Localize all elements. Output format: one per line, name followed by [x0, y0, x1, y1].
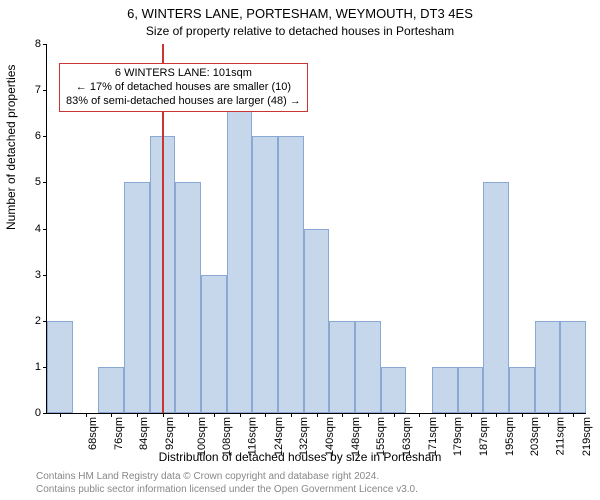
x-tick-label: 68sqm — [87, 417, 99, 450]
x-tick-label: 100sqm — [196, 417, 208, 456]
y-tick-mark — [43, 136, 47, 137]
y-tick-mark — [43, 90, 47, 91]
histogram-bar — [278, 136, 304, 413]
x-tick-mark — [291, 413, 292, 417]
page-title: 6, WINTERS LANE, PORTESHAM, WEYMOUTH, DT… — [0, 6, 600, 21]
histogram-bar — [201, 275, 227, 413]
x-tick-label: 171sqm — [427, 417, 439, 456]
x-tick-mark — [86, 413, 87, 417]
x-tick-mark — [368, 413, 369, 417]
footer-line-2: Contains public sector information licen… — [36, 484, 418, 497]
histogram-bar — [304, 229, 330, 414]
histogram-bar — [175, 182, 201, 413]
histogram-bar — [483, 182, 509, 413]
histogram-bar — [98, 367, 124, 413]
histogram-bar — [124, 182, 150, 413]
footer-attribution: Contains HM Land Registry data © Crown c… — [36, 471, 418, 496]
x-tick-mark — [214, 413, 215, 417]
x-tick-label: 92sqm — [164, 417, 176, 450]
y-tick-mark — [43, 275, 47, 276]
x-tick-mark — [445, 413, 446, 417]
page-subtitle: Size of property relative to detached ho… — [0, 24, 600, 38]
x-tick-label: 108sqm — [221, 417, 233, 456]
y-tick-mark — [43, 44, 47, 45]
callout-line-2: ← 17% of detached houses are smaller (10… — [66, 81, 301, 95]
y-tick-mark — [43, 182, 47, 183]
histogram-bar — [329, 321, 355, 413]
x-tick-mark — [60, 413, 61, 417]
x-tick-mark — [548, 413, 549, 417]
x-tick-mark — [137, 413, 138, 417]
x-tick-mark — [573, 413, 574, 417]
histogram-bar — [381, 367, 407, 413]
histogram-bar — [252, 136, 278, 413]
histogram-bar — [458, 367, 484, 413]
chart-plot-area: 01234567868sqm76sqm84sqm92sqm100sqm108sq… — [46, 44, 586, 414]
x-tick-mark — [111, 413, 112, 417]
x-tick-label: 195sqm — [504, 417, 516, 456]
histogram-bar — [47, 321, 73, 413]
histogram-bar — [509, 367, 535, 413]
x-tick-label: 76sqm — [113, 417, 125, 450]
histogram-bar — [227, 90, 253, 413]
histogram-bar — [432, 367, 458, 413]
y-tick-mark — [43, 229, 47, 230]
property-callout: 6 WINTERS LANE: 101sqm← 17% of detached … — [59, 63, 308, 112]
x-tick-label: 211sqm — [554, 417, 566, 455]
x-tick-mark — [496, 413, 497, 417]
x-tick-label: 203sqm — [529, 417, 541, 456]
x-tick-label: 116sqm — [246, 417, 258, 455]
y-tick-mark — [43, 413, 47, 414]
x-tick-mark — [394, 413, 395, 417]
x-tick-label: 124sqm — [273, 417, 285, 456]
x-tick-label: 187sqm — [478, 417, 490, 456]
x-tick-mark — [265, 413, 266, 417]
x-tick-mark — [471, 413, 472, 417]
x-tick-mark — [188, 413, 189, 417]
x-tick-mark — [240, 413, 241, 417]
callout-line-1: 6 WINTERS LANE: 101sqm — [66, 67, 301, 81]
histogram-bar — [535, 321, 561, 413]
x-tick-mark — [419, 413, 420, 417]
x-tick-label: 140sqm — [324, 417, 336, 456]
x-tick-mark — [522, 413, 523, 417]
histogram-bar — [560, 321, 586, 413]
histogram-bar — [355, 321, 381, 413]
x-tick-label: 219sqm — [581, 417, 593, 456]
x-tick-label: 148sqm — [350, 417, 362, 456]
x-tick-label: 155sqm — [375, 417, 387, 456]
x-tick-mark — [317, 413, 318, 417]
footer-line-1: Contains HM Land Registry data © Crown c… — [36, 471, 418, 484]
y-axis-label: Number of detached properties — [4, 65, 18, 230]
x-tick-mark — [342, 413, 343, 417]
x-tick-label: 84sqm — [138, 417, 150, 450]
x-tick-label: 132sqm — [298, 417, 310, 456]
callout-line-3: 83% of semi-detached houses are larger (… — [66, 95, 301, 109]
x-tick-mark — [163, 413, 164, 417]
x-tick-label: 163sqm — [401, 417, 413, 456]
x-tick-label: 179sqm — [452, 417, 464, 456]
